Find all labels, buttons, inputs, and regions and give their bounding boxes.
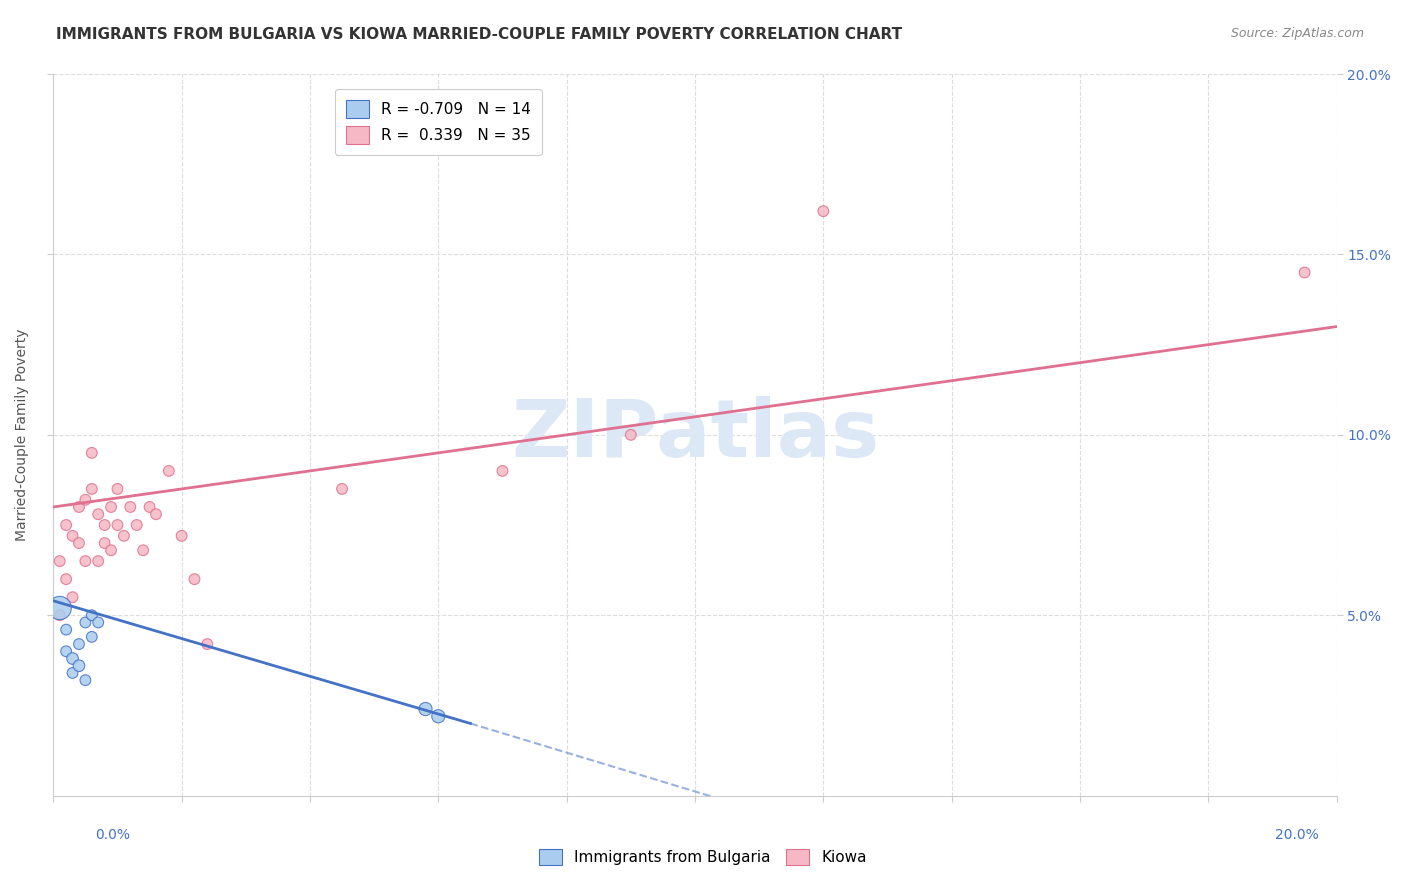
Text: ZIPatlas: ZIPatlas — [510, 396, 879, 474]
Point — [107, 482, 129, 496]
Point — [183, 572, 205, 586]
Point — [112, 529, 135, 543]
Point — [125, 518, 148, 533]
Point — [87, 554, 110, 568]
Point — [67, 658, 90, 673]
Point — [100, 543, 122, 558]
Point — [80, 608, 103, 623]
Point — [93, 536, 115, 550]
Point — [75, 673, 97, 688]
Point — [132, 543, 155, 558]
Point — [87, 507, 110, 521]
Point — [120, 500, 142, 514]
Point — [48, 554, 70, 568]
Point — [1294, 265, 1316, 279]
Point — [62, 651, 84, 665]
Legend: Immigrants from Bulgaria, Kiowa: Immigrants from Bulgaria, Kiowa — [533, 843, 873, 871]
Point — [55, 518, 77, 533]
Point — [80, 446, 103, 460]
Point — [80, 630, 103, 644]
Point — [427, 709, 450, 723]
Point — [157, 464, 180, 478]
Point — [93, 518, 115, 533]
Y-axis label: Married-Couple Family Poverty: Married-Couple Family Poverty — [15, 328, 30, 541]
Point — [107, 518, 129, 533]
Point — [138, 500, 160, 514]
Text: 20.0%: 20.0% — [1275, 828, 1319, 842]
Point — [55, 644, 77, 658]
Point — [67, 637, 90, 651]
Point — [195, 637, 218, 651]
Point — [75, 554, 97, 568]
Point — [415, 702, 437, 716]
Point — [813, 204, 835, 219]
Point — [145, 507, 167, 521]
Point — [491, 464, 513, 478]
Point — [62, 590, 84, 604]
Point — [80, 482, 103, 496]
Point — [62, 665, 84, 680]
Point — [67, 500, 90, 514]
Point — [75, 492, 97, 507]
Point — [100, 500, 122, 514]
Text: 0.0%: 0.0% — [96, 828, 131, 842]
Point — [48, 601, 70, 615]
Point — [87, 615, 110, 630]
Point — [67, 536, 90, 550]
Point — [55, 572, 77, 586]
Point — [330, 482, 353, 496]
Text: IMMIGRANTS FROM BULGARIA VS KIOWA MARRIED-COUPLE FAMILY POVERTY CORRELATION CHAR: IMMIGRANTS FROM BULGARIA VS KIOWA MARRIE… — [56, 27, 903, 42]
Point — [75, 615, 97, 630]
Legend: R = -0.709   N = 14, R =  0.339   N = 35: R = -0.709 N = 14, R = 0.339 N = 35 — [335, 89, 541, 155]
Point — [48, 608, 70, 623]
Text: Source: ZipAtlas.com: Source: ZipAtlas.com — [1230, 27, 1364, 40]
Point — [62, 529, 84, 543]
Point — [170, 529, 193, 543]
Point — [55, 623, 77, 637]
Point — [620, 427, 643, 442]
